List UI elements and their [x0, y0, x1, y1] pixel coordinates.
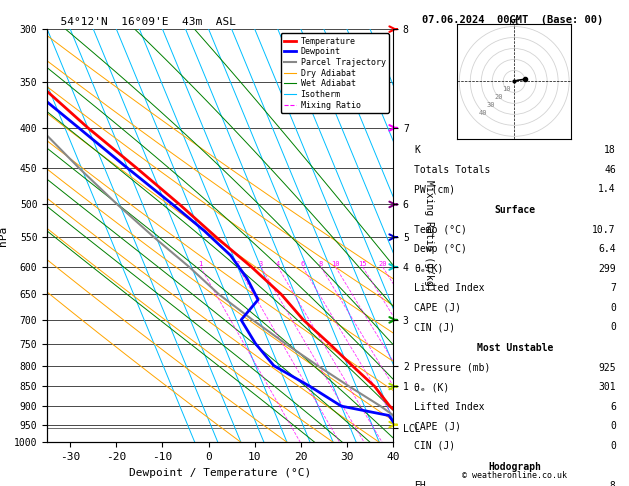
Text: Hodograph: Hodograph [489, 462, 542, 472]
Text: 1.4: 1.4 [598, 184, 616, 194]
Text: 0: 0 [610, 303, 616, 312]
Text: Temp (°C): Temp (°C) [415, 225, 467, 235]
Text: 30: 30 [486, 102, 495, 108]
Text: 4: 4 [276, 261, 280, 267]
Text: Totals Totals: Totals Totals [415, 165, 491, 174]
Text: Lifted Index: Lifted Index [415, 402, 485, 412]
Text: © weatheronline.co.uk: © weatheronline.co.uk [462, 471, 567, 480]
Text: Pressure (mb): Pressure (mb) [415, 363, 491, 373]
Text: -8: -8 [604, 482, 616, 486]
Text: 10.7: 10.7 [593, 225, 616, 235]
X-axis label: Dewpoint / Temperature (°C): Dewpoint / Temperature (°C) [129, 468, 311, 478]
Text: 10: 10 [502, 87, 511, 92]
Text: 3: 3 [259, 261, 263, 267]
Text: Most Unstable: Most Unstable [477, 344, 554, 353]
Text: 20: 20 [379, 261, 387, 267]
Text: 299: 299 [598, 264, 616, 274]
Text: Lifted Index: Lifted Index [415, 283, 485, 293]
Text: 25: 25 [394, 261, 403, 267]
Text: 20: 20 [494, 94, 503, 100]
Text: 2: 2 [236, 261, 240, 267]
Text: θₑ (K): θₑ (K) [415, 382, 450, 392]
Text: 46: 46 [604, 165, 616, 174]
Y-axis label: hPa: hPa [0, 226, 8, 246]
Text: 301: 301 [598, 382, 616, 392]
Text: 0: 0 [610, 322, 616, 332]
Text: 40: 40 [478, 110, 487, 116]
Text: θₑ(K): θₑ(K) [415, 264, 444, 274]
Text: 6: 6 [610, 402, 616, 412]
Text: 6.4: 6.4 [598, 244, 616, 254]
X-axis label: kt: kt [509, 17, 519, 26]
Text: CIN (J): CIN (J) [415, 322, 455, 332]
Text: CAPE (J): CAPE (J) [415, 421, 462, 431]
Text: PW (cm): PW (cm) [415, 184, 455, 194]
Text: Dewp (°C): Dewp (°C) [415, 244, 467, 254]
Text: 7: 7 [610, 283, 616, 293]
Text: 6: 6 [301, 261, 305, 267]
Text: 15: 15 [359, 261, 367, 267]
Text: 0: 0 [610, 441, 616, 451]
Text: 8: 8 [319, 261, 323, 267]
Legend: Temperature, Dewpoint, Parcel Trajectory, Dry Adiabat, Wet Adiabat, Isotherm, Mi: Temperature, Dewpoint, Parcel Trajectory… [281, 34, 389, 113]
Text: 07.06.2024  00GMT  (Base: 00): 07.06.2024 00GMT (Base: 00) [422, 15, 603, 25]
Text: 1: 1 [198, 261, 203, 267]
Text: 10: 10 [331, 261, 340, 267]
Text: CAPE (J): CAPE (J) [415, 303, 462, 312]
Text: 0: 0 [610, 421, 616, 431]
Text: 18: 18 [604, 145, 616, 155]
Text: 54°12'N  16°09'E  43m  ASL: 54°12'N 16°09'E 43m ASL [47, 17, 236, 27]
Text: CIN (J): CIN (J) [415, 441, 455, 451]
Y-axis label: Mixing Ratio (g/kg): Mixing Ratio (g/kg) [425, 180, 435, 292]
Text: EH: EH [415, 482, 426, 486]
Text: Surface: Surface [494, 206, 536, 215]
Text: 925: 925 [598, 363, 616, 373]
Text: K: K [415, 145, 420, 155]
